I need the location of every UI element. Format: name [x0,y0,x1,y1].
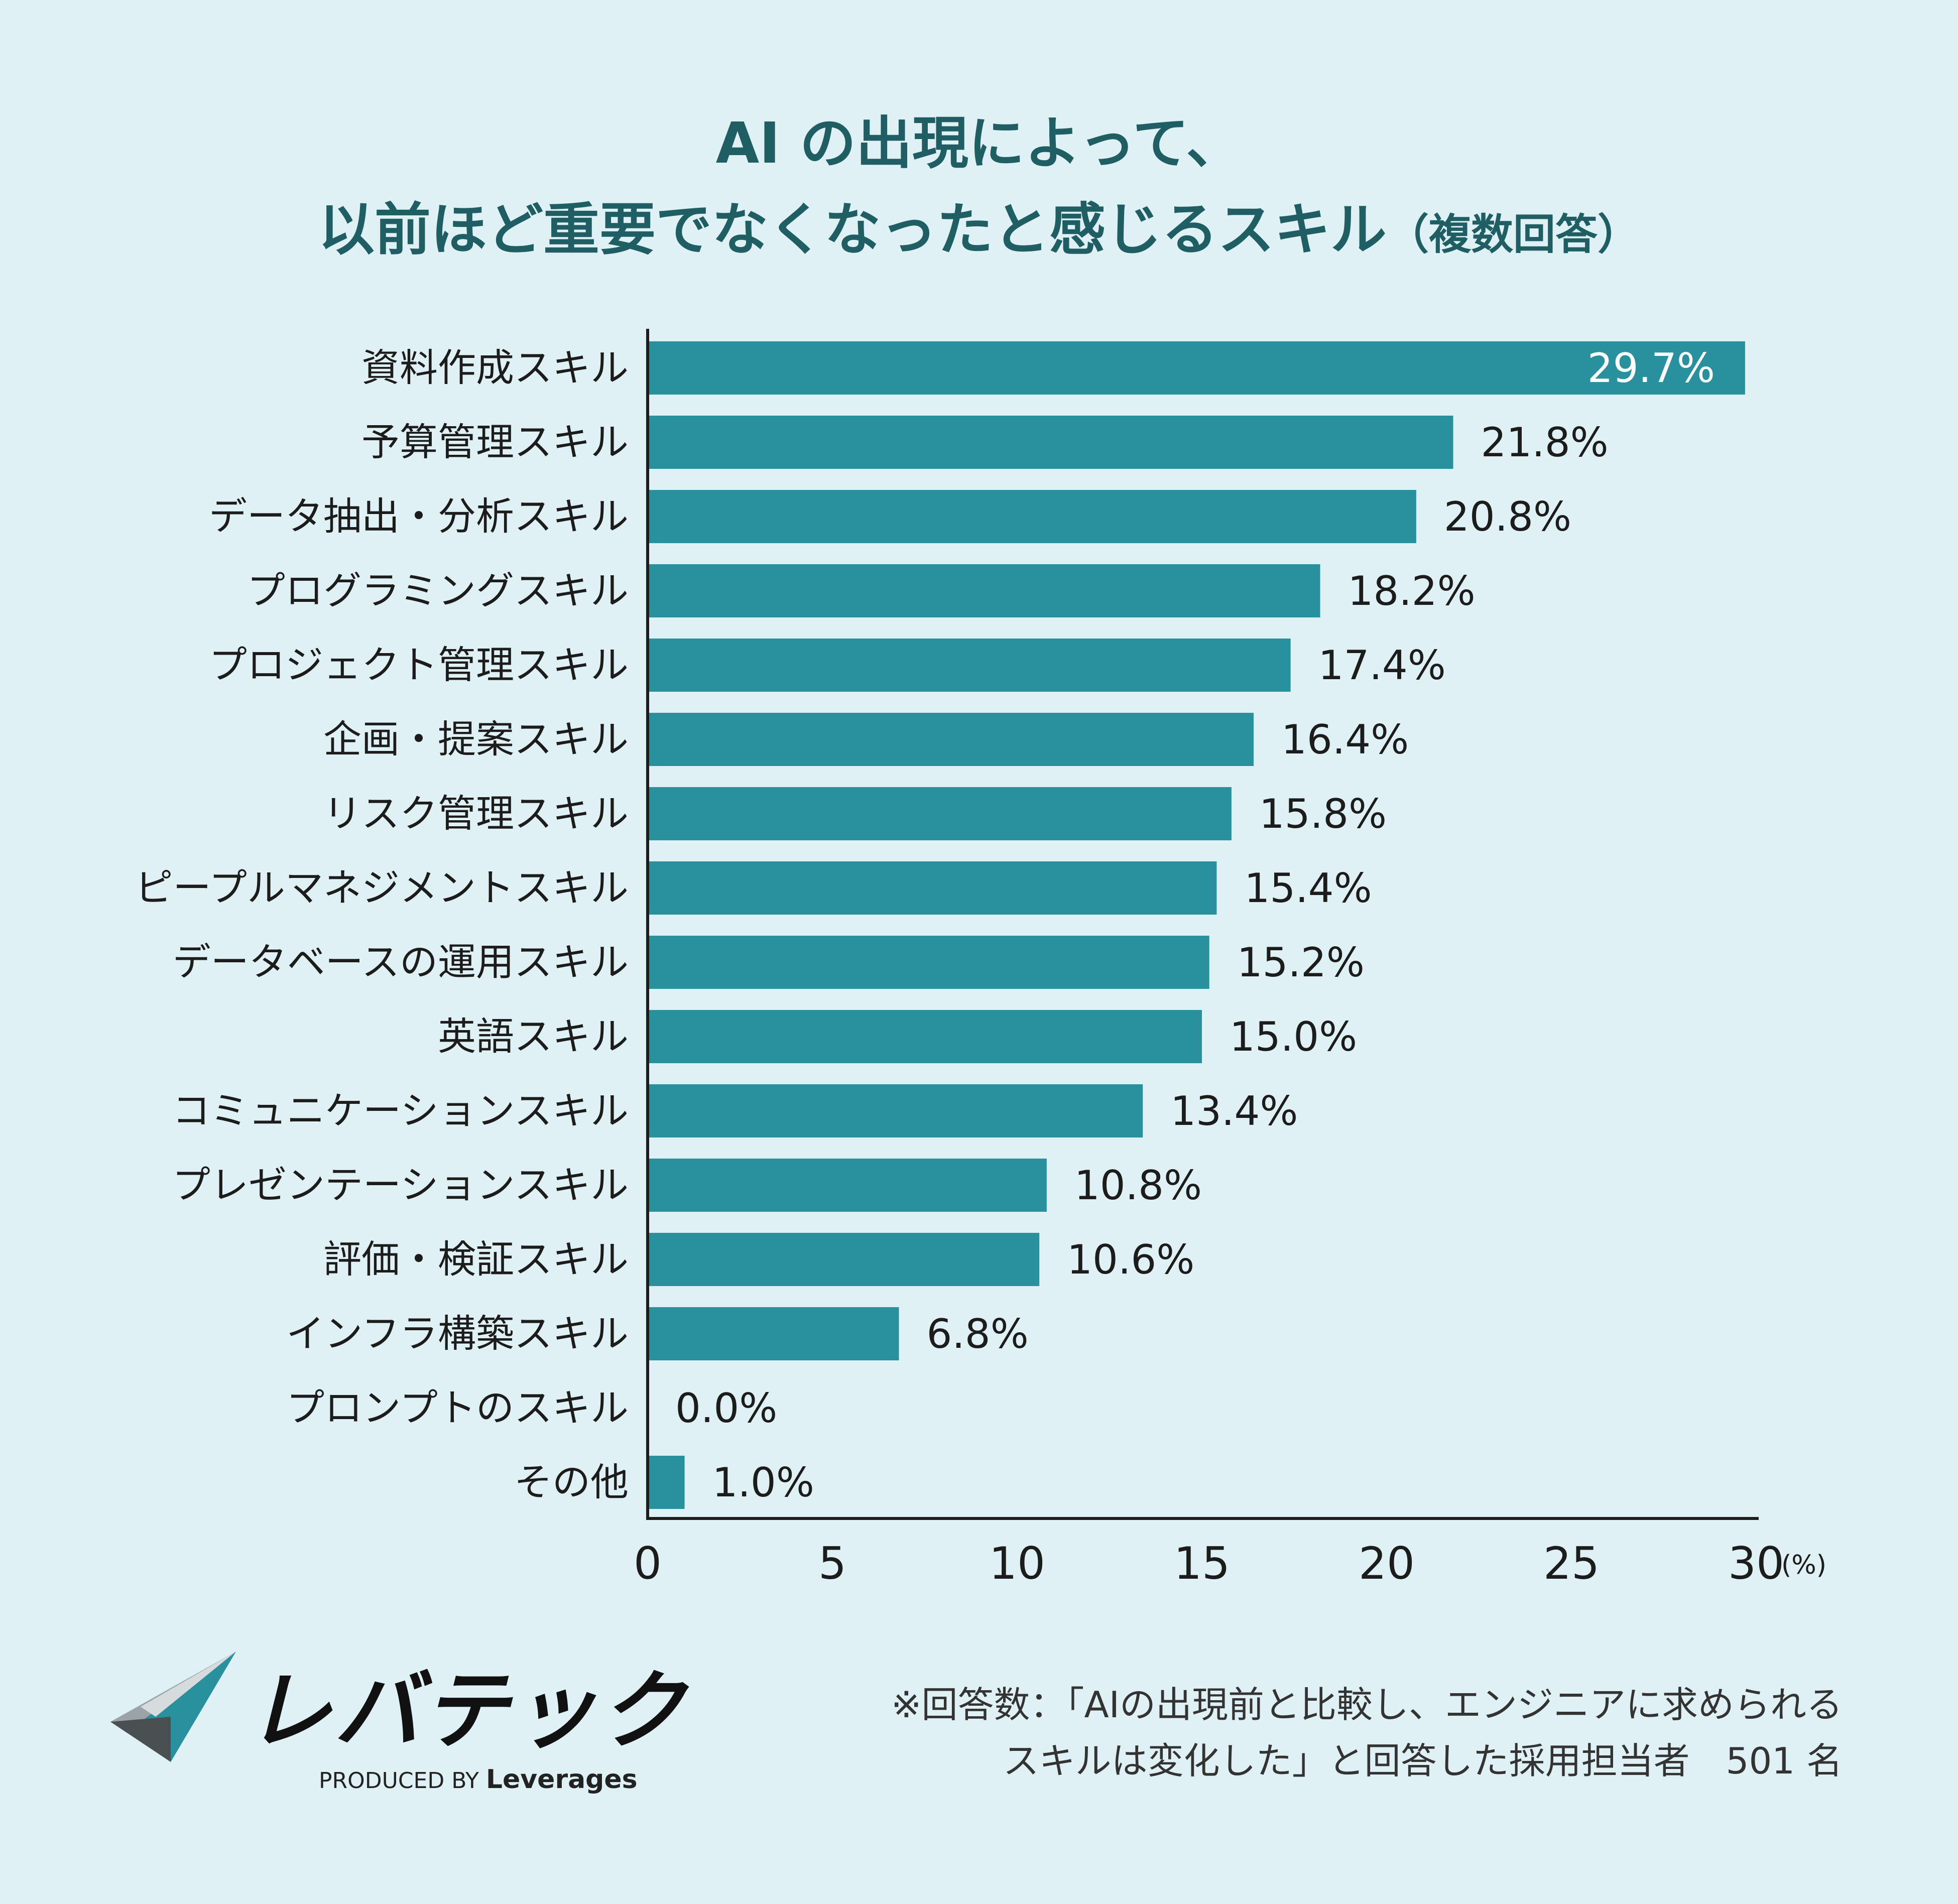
value-label: 17.4% [1318,642,1446,689]
x-tick-label: 30 [1728,1538,1784,1589]
x-tick-label: 0 [634,1538,662,1589]
value-label: 15.2% [1237,939,1365,986]
value-label: 15.8% [1259,791,1387,837]
category-label: プレゼンテーションスキル [172,1163,629,1207]
title-line-2: 以前ほど重要でなくなったと感じるスキル（複数回答） [0,187,1958,278]
category-label: 評価・検証スキル [323,1237,629,1282]
bar [648,787,1232,840]
category-label: 資料作成スキル [361,345,629,390]
bar [648,713,1254,766]
logo-name: レバテック [246,1662,688,1761]
bar [648,936,1209,989]
bar [648,1307,899,1360]
category-label: プロンプトのスキル [286,1385,629,1430]
leverages-logo: レバテック PRODUCED BY Leverages [110,1641,685,1797]
bar [648,1010,1202,1063]
footnote-line-2: スキルは変化した」と回答した採用担当者 501 名 [1003,1740,1843,1782]
x-tick-label: 10 [989,1538,1045,1589]
bar [648,861,1217,915]
category-label: その他 [514,1460,629,1504]
bar [648,416,1453,469]
bar [648,1084,1143,1137]
title-main: 以前ほど重要でなくなったと感じるスキル [318,197,1387,263]
value-label: 1.0% [712,1459,814,1506]
category-label: データ抽出・分析スキル [209,494,629,539]
bar [648,1456,685,1509]
x-unit-label: (%) [1781,1550,1826,1580]
value-label: 18.2% [1348,568,1476,614]
value-label: 0.0% [675,1385,777,1432]
x-tick-label: 20 [1359,1538,1415,1589]
category-label: インフラ構築スキル [286,1311,629,1356]
bar [648,490,1416,543]
category-label: プロジェクト管理スキル [209,643,629,687]
value-label: 15.0% [1230,1013,1357,1060]
category-label: 予算管理スキル [361,420,629,464]
value-label: 10.6% [1067,1236,1194,1283]
value-label: 21.8% [1481,419,1608,466]
category-label: 企画・提案スキル [323,717,629,761]
footnote: ※回答数：「AIの出現前と比較し、エンジニアに求められる スキルは変化した」と回… [891,1677,1843,1789]
bar-chart: 資料作成スキル 29.7% 予算管理スキル 21.8% データ抽出・分析スキル 20.8%… [135,329,1826,1589]
logo-subtitle: PRODUCED BY Leverages [319,1764,638,1795]
logo-mark-icon [110,1652,236,1762]
value-label: 6.8% [926,1311,1028,1357]
x-tick-label: 5 [818,1538,846,1589]
value-label: 29.7% [1587,345,1715,392]
title-line-1: AI の出現によって、 [715,111,1243,176]
category-label: ピープルマネジメントスキル [135,865,629,910]
category-label: データベースの運用スキル [173,940,629,984]
footnote-line-1: ※回答数：「AIの出現前と比較し、エンジニアに求められる [891,1684,1843,1726]
value-label: 15.4% [1244,865,1372,912]
bar [648,1233,1040,1286]
chart-title: AI の出現によって、 以前ほど重要でなくなったと感じるスキル（複数回答） [0,100,1958,278]
bar [648,639,1291,692]
bar [648,341,1745,395]
value-label: 13.4% [1170,1088,1298,1134]
category-label: コミュニケーションスキル [172,1088,629,1133]
value-label: 16.4% [1281,716,1409,763]
bar [648,564,1320,617]
logo-produced-by: PRODUCED BY [319,1768,479,1794]
category-label: 英語スキル [438,1014,629,1059]
category-label: リスク管理スキル [323,791,629,836]
title-note: （複数回答） [1386,210,1640,259]
logo-company: Leverages [485,1764,638,1795]
value-label: 20.8% [1444,493,1571,540]
x-tick-label: 25 [1543,1538,1600,1589]
bar [648,1159,1047,1212]
value-label: 10.8% [1074,1162,1202,1209]
category-label: プログラミングスキル [247,568,629,613]
x-tick-label: 15 [1174,1538,1230,1589]
